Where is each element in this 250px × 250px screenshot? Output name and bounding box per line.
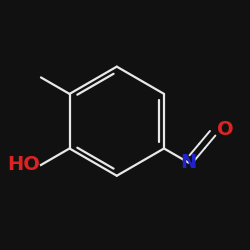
Text: N: N (180, 153, 196, 172)
Text: O: O (217, 120, 234, 139)
Text: HO: HO (7, 156, 40, 174)
